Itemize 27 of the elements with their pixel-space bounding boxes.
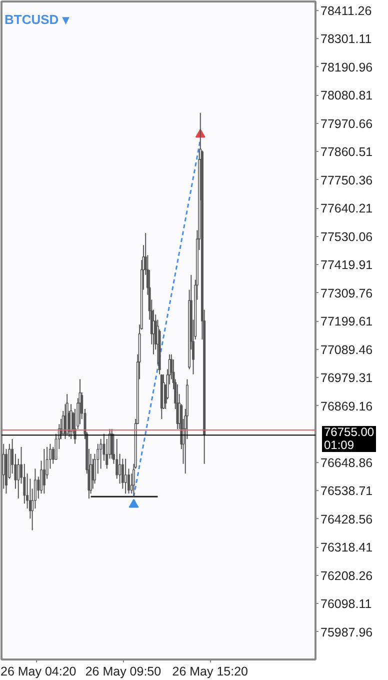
text: BTCUSD ▾ <box>4 12 70 27</box>
y-tick-label: 77530.06 <box>320 230 373 244</box>
y-tick-label: 77640.21 <box>320 202 373 216</box>
y-tick-label: 77419.91 <box>320 258 373 272</box>
y-tick-label: 78080.81 <box>320 88 373 103</box>
y-tick-label: 77970.66 <box>320 116 373 131</box>
y-tick-label: 77199.61 <box>320 314 373 329</box>
y-tick-label: 77089.46 <box>320 342 373 357</box>
y-tick-label: 76648.86 <box>320 456 373 470</box>
x-tick-label: 26 May 15:20 <box>172 664 248 678</box>
x-tick-label: 26 May 04:20 <box>0 664 76 678</box>
y-tick-label: 76318.41 <box>320 540 373 555</box>
y-tick-label: 78411.26 <box>320 4 372 18</box>
y-tick-label: 78190.96 <box>320 60 373 74</box>
y-tick-label: 76538.71 <box>320 484 373 498</box>
y-tick-label: 77309.76 <box>320 286 373 300</box>
y-tick-label: 76869.16 <box>320 399 373 414</box>
ref-line-label: 76755.00 01:09 <box>324 424 374 452</box>
y-tick-label: 76208.26 <box>320 568 373 583</box>
y-tick-label: 77860.51 <box>320 145 373 160</box>
y-tick-label: 76098.11 <box>320 597 372 612</box>
y-tick-label: 76428.56 <box>320 512 373 526</box>
y-tick-label: 76979.31 <box>320 371 373 386</box>
y-tick-label: 78301.11 <box>320 32 372 46</box>
x-tick-label: 26 May 09:50 <box>85 664 162 678</box>
y-tick-label: 77750.36 <box>320 173 373 188</box>
y-tick-label: 75987.96 <box>320 625 373 640</box>
